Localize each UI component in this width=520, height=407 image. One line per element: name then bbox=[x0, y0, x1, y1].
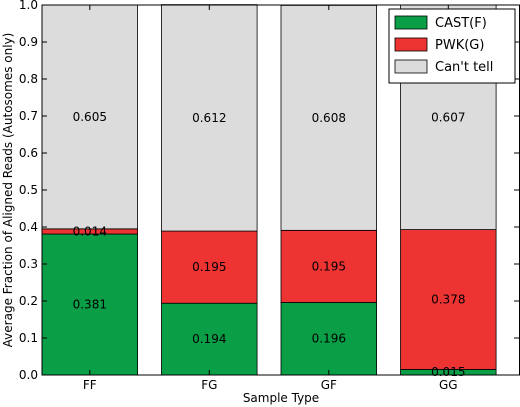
bar-gf-can-t-tell bbox=[280, 4, 377, 231]
axis-ticks-layer: 0.0 0.1 0.2 0.3 0.4 0.5 0.6 0.7 0.8 0.9 1.0 FF FG GF G… bbox=[19, 0, 519, 392]
bar-fg-pwk-g bbox=[161, 230, 258, 304]
x-axis-label: Sample Type bbox=[243, 391, 319, 405]
legend: CAST(F) PWK(G) Can't tell bbox=[388, 8, 516, 84]
bar-gg-pwk-g bbox=[400, 229, 497, 370]
data-label-ff-can-t-tell: 0.605 bbox=[73, 110, 107, 124]
y-tick-label: 0.7 bbox=[19, 109, 38, 123]
y-tick-label: 0.6 bbox=[19, 146, 38, 160]
data-label-ff-cast-f: 0.381 bbox=[73, 298, 107, 312]
data-labels-layer: 0.381 0.014 0.605 0.194 0.195 0.612 0.196 0.195… bbox=[73, 110, 466, 379]
data-label-gf-pwk-g: 0.195 bbox=[312, 259, 346, 273]
data-label-fg-pwk-g: 0.195 bbox=[192, 260, 226, 274]
y-tick-label: 1.0 bbox=[19, 0, 38, 12]
y-axis-label: Average Fraction of Aligned Reads (Autos… bbox=[1, 33, 15, 348]
x-tick-label-gf: GF bbox=[321, 378, 337, 392]
legend-label-pwk-g: PWK(G) bbox=[435, 38, 484, 53]
data-label-fg-cast-f: 0.194 bbox=[192, 332, 226, 346]
data-label-fg-can-t-tell: 0.612 bbox=[192, 111, 226, 125]
legend-swatch-cast-f bbox=[394, 15, 428, 30]
legend-label-cast-f: CAST(F) bbox=[435, 16, 487, 31]
x-tick-label-gg: GG bbox=[439, 378, 458, 392]
y-tick-label: 0.0 bbox=[19, 368, 38, 382]
bar-gf-cast-f bbox=[280, 302, 377, 376]
data-label-gf-can-t-tell: 0.608 bbox=[312, 111, 346, 125]
bar-ff-can-t-tell bbox=[41, 4, 138, 230]
y-tick-label: 0.1 bbox=[19, 331, 38, 345]
bar-ff-cast-f bbox=[41, 233, 138, 376]
data-label-gg-pwk-g: 0.378 bbox=[431, 293, 465, 307]
y-tick-label: 0.5 bbox=[19, 183, 38, 197]
x-tick-label-fg: FG bbox=[201, 378, 217, 392]
y-tick-label: 0.2 bbox=[19, 294, 38, 308]
x-tick-label-ff: FF bbox=[83, 378, 97, 392]
data-label-gf-cast-f: 0.196 bbox=[312, 332, 346, 346]
data-label-ff-pwk-g: 0.014 bbox=[73, 224, 107, 238]
legend-swatch-can-t-tell bbox=[394, 59, 428, 74]
bar-gf-pwk-g bbox=[280, 229, 377, 303]
legend-label-can-t-tell: Can't tell bbox=[435, 60, 493, 75]
data-label-gg-can-t-tell: 0.607 bbox=[431, 110, 465, 124]
y-tick-label: 0.3 bbox=[19, 257, 38, 271]
legend-swatch-pwk-g bbox=[394, 37, 428, 52]
y-tick-label: 0.9 bbox=[19, 35, 38, 49]
y-tick-label: 0.8 bbox=[19, 72, 38, 86]
y-tick-label: 0.4 bbox=[19, 220, 38, 234]
bar-fg-cast-f bbox=[161, 302, 258, 376]
